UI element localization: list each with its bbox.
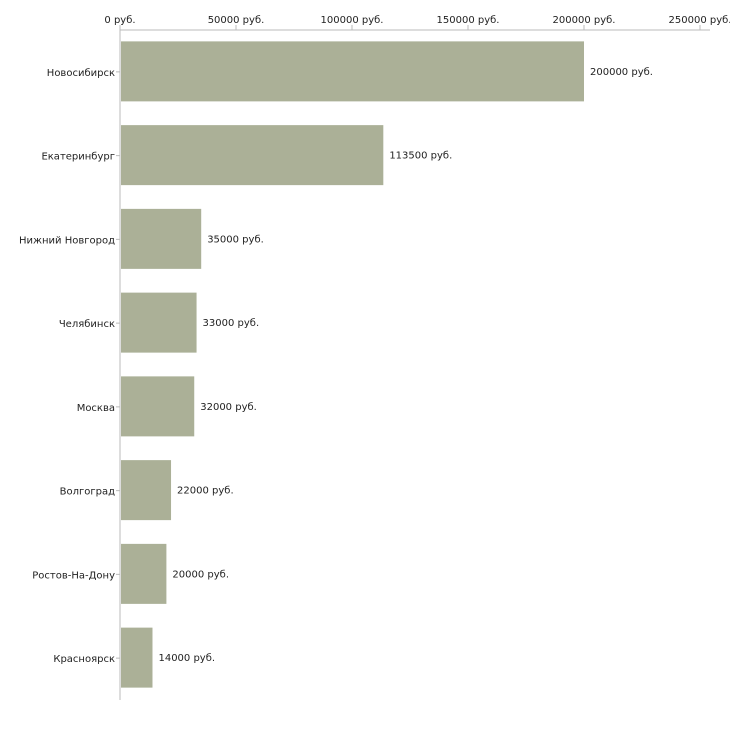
category-label: Екатеринбург bbox=[41, 152, 115, 163]
category-label: Ростов-На-Дону bbox=[32, 570, 115, 581]
x-tick-label: 250000 руб. bbox=[669, 15, 730, 26]
category-label: Новосибирск bbox=[47, 68, 115, 79]
bar bbox=[121, 125, 384, 186]
value-label: 32000 руб. bbox=[200, 402, 257, 413]
category-label: Москва bbox=[77, 403, 115, 414]
x-tick-label: 100000 руб. bbox=[321, 15, 384, 26]
category-label: Красноярск bbox=[53, 654, 115, 665]
value-label: 35000 руб. bbox=[207, 234, 264, 245]
value-label: 200000 руб. bbox=[590, 67, 653, 78]
bar bbox=[121, 543, 167, 604]
bar bbox=[121, 627, 153, 688]
value-label: 22000 руб. bbox=[177, 486, 234, 497]
value-label: 14000 руб. bbox=[158, 653, 215, 664]
labels: 0 руб. 50000 руб. 100000 руб. 150000 руб. 20… bbox=[19, 15, 730, 665]
category-label: Волгоград bbox=[60, 487, 115, 498]
x-tick-label: 200000 руб. bbox=[553, 15, 616, 26]
bars bbox=[121, 41, 584, 688]
category-label: Челябинск bbox=[59, 319, 115, 330]
bar bbox=[121, 292, 197, 353]
value-label: 33000 руб. bbox=[203, 318, 260, 329]
x-tick-label: 0 руб. bbox=[104, 15, 135, 26]
bar bbox=[121, 460, 172, 521]
category-label: Нижний Новгород bbox=[19, 235, 115, 246]
axes bbox=[116, 25, 710, 700]
x-tick-label: 50000 руб. bbox=[208, 15, 265, 26]
x-tick-label: 150000 руб. bbox=[437, 15, 500, 26]
bar bbox=[121, 41, 584, 102]
value-label: 20000 руб. bbox=[172, 569, 229, 580]
value-label: 113500 руб. bbox=[389, 151, 452, 162]
bar bbox=[121, 208, 202, 269]
bar bbox=[121, 376, 195, 437]
